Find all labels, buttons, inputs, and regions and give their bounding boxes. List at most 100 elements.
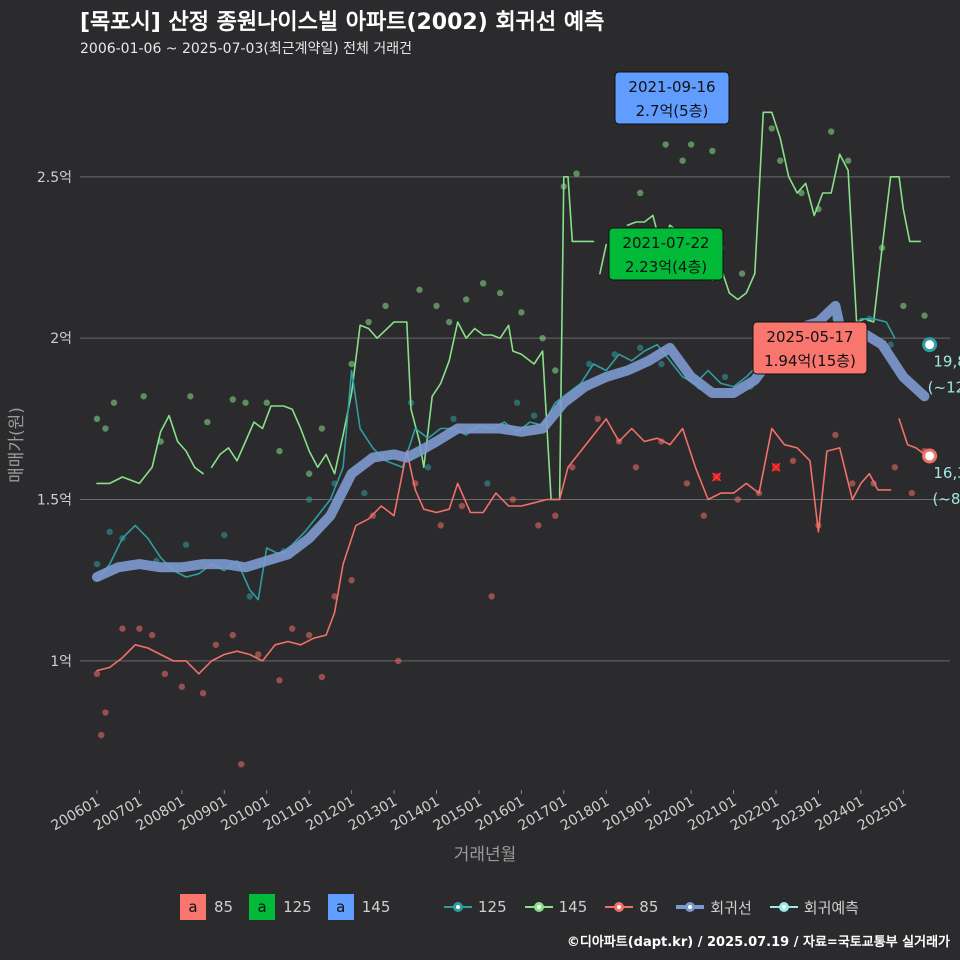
scatter-point-125 bbox=[93, 560, 101, 568]
scatter-point-145 bbox=[709, 147, 716, 155]
scatter-point-85 bbox=[119, 625, 126, 632]
series-line-145 bbox=[210, 176, 595, 501]
scatter-point-85 bbox=[594, 415, 601, 423]
forecast-area-label: (~85㎡) bbox=[932, 490, 960, 508]
scatter-point-85 bbox=[458, 502, 466, 510]
scatter-point-145 bbox=[446, 318, 453, 326]
legend-label-85: 85 bbox=[214, 898, 234, 916]
scatter-point-145 bbox=[827, 128, 835, 135]
scatter-point-145 bbox=[187, 393, 194, 400]
legend-line-keys: 125 145 85 회귀선 회귀예측 bbox=[430, 890, 863, 924]
scatter-point-125 bbox=[530, 412, 538, 419]
legend-line-145-label: 145 bbox=[558, 898, 588, 916]
scatter-point-145 bbox=[318, 425, 326, 432]
scatter-point-145 bbox=[662, 141, 669, 148]
scatter-point-145 bbox=[433, 302, 440, 310]
scatter-point-85 bbox=[318, 673, 326, 681]
scatter-point-125 bbox=[721, 373, 729, 381]
annotation-box-85 bbox=[752, 321, 868, 375]
legend-key-85: a bbox=[180, 894, 206, 920]
annotation-value: 2.23억(4층) bbox=[625, 258, 707, 276]
annotation-value: 2.7억(5층) bbox=[636, 102, 709, 120]
y-tick-label: 1억 bbox=[50, 654, 72, 670]
scatter-point-85 bbox=[700, 512, 708, 519]
legend-key-145: a bbox=[327, 894, 354, 920]
scatter-point-85 bbox=[348, 577, 355, 584]
scatter-point-85 bbox=[488, 593, 495, 600]
scatter-point-85 bbox=[331, 593, 338, 600]
y-tick-label: 1.5억 bbox=[37, 493, 72, 509]
scatter-point-125 bbox=[221, 531, 228, 539]
forecast-area-label: (~125㎡) bbox=[928, 379, 960, 397]
series-line-145 bbox=[626, 111, 922, 323]
scatter-point-125 bbox=[484, 480, 491, 487]
scatter-point-145 bbox=[479, 280, 487, 287]
scatter-point-85 bbox=[683, 480, 691, 487]
scatter-point-145 bbox=[263, 399, 270, 406]
annotation-date: 2025-05-17 bbox=[766, 328, 853, 346]
annotation-box-125 bbox=[608, 227, 724, 281]
scatter-point-145 bbox=[305, 470, 313, 477]
scatter-point-85 bbox=[908, 489, 916, 497]
highlight-cross bbox=[771, 462, 781, 472]
scatter-point-145 bbox=[110, 399, 118, 406]
scatter-point-125 bbox=[424, 464, 432, 471]
y-tick-label: 2.5억 bbox=[37, 170, 72, 186]
scatter-point-125 bbox=[658, 360, 665, 368]
annotation-date: 2021-09-16 bbox=[628, 78, 715, 96]
forecast-point-125 bbox=[922, 337, 938, 353]
scatter-point-145 bbox=[679, 157, 686, 164]
scatter-point-85 bbox=[395, 657, 402, 665]
scatter-point-85 bbox=[93, 670, 101, 678]
legend-label-125: 125 bbox=[283, 898, 312, 916]
legend-line-85-label: 85 bbox=[639, 898, 659, 916]
scatter-point-145 bbox=[348, 360, 355, 368]
scatter-point-85 bbox=[849, 480, 856, 487]
scatter-point-145 bbox=[365, 318, 372, 326]
scatter-point-85 bbox=[148, 631, 156, 639]
scatter-point-85 bbox=[161, 670, 169, 678]
scatter-point-85 bbox=[178, 683, 186, 690]
series-line-145 bbox=[599, 243, 607, 275]
scatter-point-85 bbox=[552, 512, 559, 519]
x-axis-title: 거래년월 bbox=[454, 845, 517, 865]
scatter-point-85 bbox=[229, 631, 236, 639]
scatter-point-85 bbox=[288, 625, 296, 632]
scatter-point-145 bbox=[229, 396, 236, 403]
scatter-point-125 bbox=[450, 415, 457, 423]
scatter-point-85 bbox=[212, 641, 220, 648]
scatter-point-125 bbox=[361, 489, 368, 497]
scatter-point-145 bbox=[276, 447, 283, 455]
scatter-point-125 bbox=[611, 351, 618, 358]
scatter-point-145 bbox=[636, 189, 644, 197]
scatter-point-85 bbox=[276, 677, 283, 684]
scatter-point-85 bbox=[535, 522, 542, 529]
forecast-point-85 bbox=[922, 448, 938, 464]
scatter-point-85 bbox=[102, 709, 109, 716]
scatter-point-145 bbox=[777, 157, 784, 164]
scatter-point-85 bbox=[437, 522, 444, 529]
footer-credit: ©디아파트(dapt.kr) / 2025.07.19 / 자료=국토교통부 실… bbox=[566, 935, 950, 950]
scatter-point-85 bbox=[832, 431, 839, 439]
scatter-point-85 bbox=[238, 760, 245, 768]
scatter-point-85 bbox=[199, 689, 207, 697]
legend-key-125: a bbox=[249, 894, 276, 920]
legend-regression-label: 회귀선 bbox=[710, 898, 752, 917]
chart-subtitle: 2006-01-06 ~ 2025-07-03(최근계약일) 전체 거래건 bbox=[80, 41, 412, 57]
scatter-point-85 bbox=[734, 496, 742, 503]
scatter-point-145 bbox=[382, 302, 389, 310]
forecast-value-label: 19,800 bbox=[933, 353, 960, 371]
scatter-point-145 bbox=[416, 286, 423, 293]
scatter-point-145 bbox=[496, 289, 504, 297]
scatter-point-145 bbox=[102, 425, 109, 432]
series-line-85 bbox=[96, 418, 892, 675]
scatter-point-145 bbox=[798, 189, 805, 197]
x-tick-label: 202501 bbox=[855, 794, 909, 835]
scatter-point-85 bbox=[569, 464, 576, 471]
scatter-point-85 bbox=[632, 464, 640, 471]
legend-label-145: 145 bbox=[361, 898, 391, 916]
scatter-point-145 bbox=[687, 141, 695, 148]
scatter-point-145 bbox=[844, 157, 852, 164]
scatter-point-145 bbox=[518, 309, 525, 316]
